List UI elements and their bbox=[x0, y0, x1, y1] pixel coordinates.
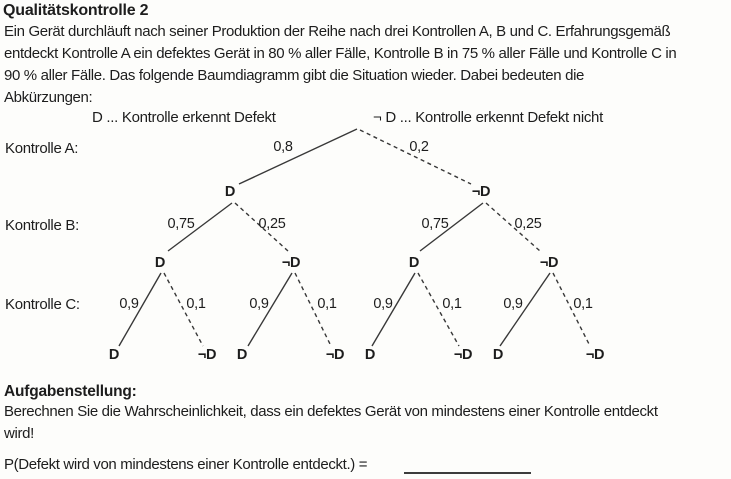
answer-blank bbox=[404, 458, 531, 474]
tree-node: D bbox=[154, 255, 166, 271]
tree-probability: 0,9 bbox=[503, 296, 523, 312]
tree-node: D bbox=[108, 347, 120, 363]
answer-prompt: P(Defekt wird von mindestens einer Kontr… bbox=[4, 456, 368, 473]
tree-node: ¬D bbox=[453, 347, 473, 363]
tree-probability: 0,25 bbox=[258, 216, 286, 232]
tree-node: ¬D bbox=[197, 347, 217, 363]
tree-row-label: Kontrolle A: bbox=[5, 140, 79, 157]
tree-probability: 0,25 bbox=[514, 216, 542, 232]
tree-edge-solid bbox=[118, 272, 162, 347]
tree-probability: 0,9 bbox=[249, 296, 269, 312]
tree-probability: 0,1 bbox=[186, 296, 206, 312]
tree-node: D bbox=[236, 347, 248, 363]
intro-line-1: Ein Gerät durchläuft nach seiner Produkt… bbox=[4, 23, 671, 40]
tree-probability: 0,1 bbox=[442, 296, 462, 312]
tree-node: ¬D bbox=[539, 255, 559, 271]
tree-probability: 0,9 bbox=[119, 296, 139, 312]
tree-probability: 0,75 bbox=[167, 216, 195, 232]
task-line-1: Berechnen Sie die Wahrscheinlichkeit, da… bbox=[4, 403, 658, 420]
tree-probability: 0,2 bbox=[409, 139, 429, 155]
tree-node: D bbox=[492, 347, 504, 363]
tree-node: ¬D bbox=[281, 255, 301, 271]
tree-edge-dashed bbox=[359, 129, 472, 185]
legend-not-detected: ¬ D ... Kontrolle erkennt Defekt nicht bbox=[373, 109, 603, 126]
tree-node: ¬D bbox=[471, 184, 491, 200]
tree-probability: 0,1 bbox=[317, 296, 337, 312]
tree-node: D bbox=[224, 184, 236, 200]
tree-node: ¬D bbox=[585, 347, 605, 363]
task-line-2: wird! bbox=[4, 425, 34, 442]
page-title: Qualitätskontrolle 2 bbox=[3, 2, 149, 19]
tree-edge-solid bbox=[167, 202, 233, 252]
tree-edge-solid bbox=[247, 272, 293, 347]
intro-line-2: entdeckt Kontrolle A ein defektes Gerät … bbox=[4, 45, 677, 62]
tree-edge-dashed bbox=[294, 272, 332, 347]
tree-row-label: Kontrolle B: bbox=[5, 217, 79, 234]
tree-node: ¬D bbox=[325, 347, 345, 363]
tree-row-label: Kontrolle C: bbox=[5, 296, 80, 313]
tree-edge-solid bbox=[371, 272, 416, 347]
tree-node: D bbox=[408, 255, 420, 271]
intro-line-4: Abkürzungen: bbox=[4, 89, 93, 106]
tree-edge-solid bbox=[499, 272, 551, 347]
tree-probability: 0,75 bbox=[421, 216, 449, 232]
tree-node: D bbox=[364, 347, 376, 363]
tree-edge-dashed bbox=[552, 272, 591, 347]
tree-probability: 0,1 bbox=[573, 296, 593, 312]
legend-detected: D ... Kontrolle erkennt Defekt bbox=[92, 109, 276, 126]
tree-edge-dashed bbox=[417, 272, 460, 347]
tree-probability: 0,9 bbox=[373, 296, 393, 312]
task-heading: Aufgabenstellung: bbox=[4, 383, 137, 400]
tree-edge-dashed bbox=[163, 272, 204, 347]
tree-probability: 0,8 bbox=[273, 139, 293, 155]
intro-line-3: 90 % aller Fälle. Das folgende Baumdiagr… bbox=[4, 67, 585, 84]
tree-edge-solid bbox=[238, 128, 358, 185]
tree-edge-solid bbox=[419, 202, 484, 252]
tree-edge-dashed bbox=[485, 202, 541, 252]
